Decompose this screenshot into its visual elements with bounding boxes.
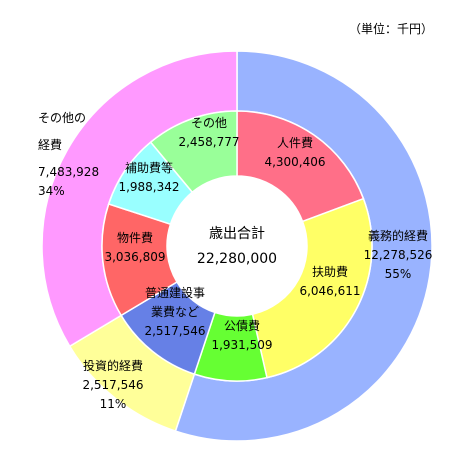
inner-name-label-2: 公債費 <box>224 318 260 333</box>
outer-percent-label-2: 34% <box>38 184 65 198</box>
inner-value-label-4: 3,036,809 <box>104 250 165 264</box>
outer-name-label-2-1: 経費 <box>38 137 62 152</box>
inner-name-label-0: 人件費 <box>277 135 313 150</box>
center-value: 22,280,000 <box>197 251 277 267</box>
inner-value-label-5: 1,988,342 <box>118 180 179 194</box>
inner-name-label-6: その他 <box>191 116 227 130</box>
inner-name-label-4: 物件費 <box>117 230 153 245</box>
outer-percent-label-0: 55% <box>385 267 412 281</box>
inner-value-label-1: 6,046,611 <box>299 284 360 298</box>
center-label: 歳出合計 <box>209 226 265 242</box>
inner-name-label-1: 扶助費 <box>312 264 348 279</box>
outer-name-label-2: その他の <box>38 111 86 125</box>
inner-slice-1 <box>251 197 373 379</box>
outer-value-label-0: 12,278,526 <box>364 248 433 262</box>
outer-name-label-1: 投資的経費 <box>83 358 143 373</box>
inner-name-label-3-1: 業費など <box>151 304 199 319</box>
inner-value-label-6: 2,458,777 <box>178 135 239 149</box>
outer-value-label-1: 2,517,546 <box>82 378 143 392</box>
outer-percent-label-1: 11% <box>100 397 127 411</box>
slice-labels: 人件費 4,300,406 扶助費 6,046,611 公債費 1,931,509 普通建設… <box>38 111 432 411</box>
inner-ring <box>101 110 373 382</box>
inner-value-label-0: 4,300,406 <box>264 155 325 169</box>
inner-value-label-2: 1,931,509 <box>211 338 272 352</box>
inner-name-label-3: 普通建設事 <box>145 285 205 300</box>
outer-value-label-2: 7,483,928 <box>38 165 99 179</box>
unit-note: （単位：千円） <box>349 21 433 36</box>
outer-name-label-0: 義務的経費 <box>368 228 428 243</box>
inner-name-label-5: 補助費等 <box>125 160 173 175</box>
inner-value-label-3: 2,517,546 <box>144 324 205 338</box>
donut-hole <box>167 176 307 316</box>
